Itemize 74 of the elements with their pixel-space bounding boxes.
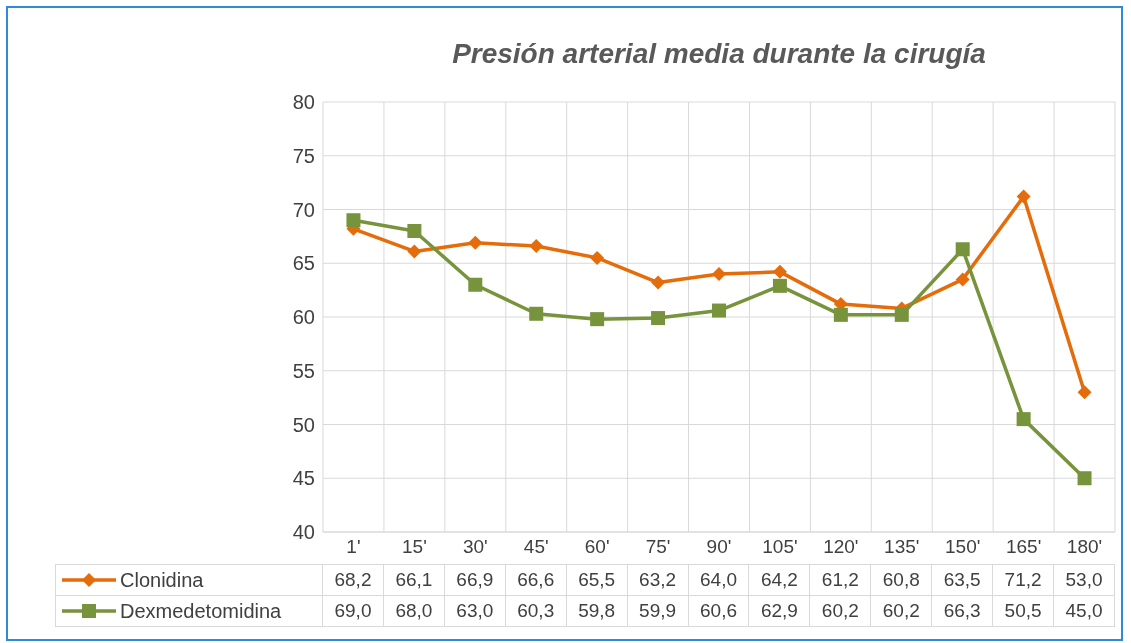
point xyxy=(955,242,970,257)
point xyxy=(590,250,605,265)
x-tick-label: 180' xyxy=(1066,536,1103,558)
point xyxy=(468,277,483,292)
x-tick-label: 75' xyxy=(645,536,671,558)
point xyxy=(833,307,848,322)
point xyxy=(712,303,726,318)
legend-label: Dexmedetomidina xyxy=(120,599,282,623)
data-label: 65,5 xyxy=(566,565,628,595)
point xyxy=(407,244,422,259)
point xyxy=(772,264,787,279)
x-tick-label: 1' xyxy=(346,536,361,558)
y-tick-label: 55 xyxy=(292,359,315,382)
x-tick-label: 135' xyxy=(884,536,920,558)
data-label: 59,9 xyxy=(627,596,689,626)
data-label: 50,5 xyxy=(993,596,1055,626)
point xyxy=(772,278,787,293)
legend-label: Clonidina xyxy=(120,568,204,592)
y-tick-label: 50 xyxy=(292,413,315,436)
point xyxy=(955,272,970,287)
y-tick-label: 60 xyxy=(292,306,315,329)
point xyxy=(1016,189,1031,204)
data-label: 61,2 xyxy=(810,565,872,595)
point xyxy=(712,267,726,281)
data-label: 63,0 xyxy=(444,596,506,626)
data-label: 59,8 xyxy=(566,596,628,626)
data-label: 53,0 xyxy=(1054,565,1115,595)
point xyxy=(1077,471,1092,486)
point xyxy=(590,312,605,327)
x-tick-label: 45' xyxy=(523,536,549,558)
data-label: 60,6 xyxy=(688,596,750,626)
y-tick-label: 75 xyxy=(292,144,315,167)
data-label: 66,6 xyxy=(505,565,567,595)
point xyxy=(651,275,666,290)
x-tick-label: 90' xyxy=(706,536,732,558)
data-label: 60,3 xyxy=(505,596,567,626)
data-label: 60,2 xyxy=(871,596,933,626)
data-label: 45,0 xyxy=(1054,596,1115,626)
x-tick-label: 150' xyxy=(945,536,981,558)
data-label: 66,3 xyxy=(932,596,994,626)
data-label: 71,2 xyxy=(993,565,1055,595)
point xyxy=(346,213,361,228)
data-label: 69,0 xyxy=(323,596,384,626)
y-tick-label: 70 xyxy=(292,198,315,221)
y-tick-label: 65 xyxy=(292,252,315,275)
x-tick-label: 60' xyxy=(584,536,610,558)
data-label: 60,8 xyxy=(871,565,933,595)
data-label: 64,0 xyxy=(688,565,750,595)
y-tick-label: 40 xyxy=(292,521,315,544)
point xyxy=(1077,385,1092,400)
data-label: 66,9 xyxy=(444,565,506,595)
data-label: 68,0 xyxy=(383,596,445,626)
x-tick-label: 30' xyxy=(462,536,488,558)
point xyxy=(529,306,544,321)
y-tick-label: 80 xyxy=(292,91,315,114)
x-tick-label: 120' xyxy=(823,536,859,558)
data-label: 68,2 xyxy=(323,565,384,595)
point xyxy=(894,307,909,322)
x-tick-label: 15' xyxy=(402,536,427,558)
data-label: 63,2 xyxy=(627,565,689,595)
point xyxy=(651,311,666,326)
data-label: 66,1 xyxy=(383,565,445,595)
data-label: 64,2 xyxy=(749,565,811,595)
chart-title: Presión arterial media durante la cirugía xyxy=(451,38,987,70)
x-tick-label: 105' xyxy=(762,536,798,558)
point xyxy=(468,235,483,250)
point xyxy=(529,239,544,254)
point xyxy=(1016,412,1031,427)
data-label: 60,2 xyxy=(810,596,872,626)
data-label: 62,9 xyxy=(749,596,811,626)
y-tick-label: 45 xyxy=(292,467,315,490)
point xyxy=(407,224,422,238)
x-tick-label: 165' xyxy=(1005,536,1042,558)
data-label: 63,5 xyxy=(932,565,994,595)
